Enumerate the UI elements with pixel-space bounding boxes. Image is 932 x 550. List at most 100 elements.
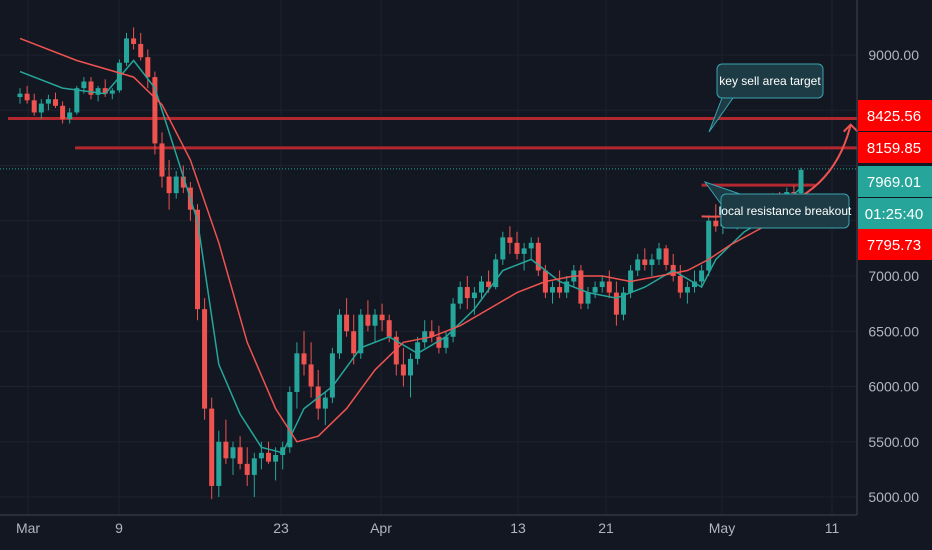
candle-body xyxy=(379,314,385,321)
moving-average-line xyxy=(19,59,802,454)
candle-body xyxy=(152,77,158,144)
price-tag xyxy=(858,229,932,260)
candle-body xyxy=(635,259,641,271)
candle-body xyxy=(692,281,697,288)
candle-body xyxy=(24,93,30,101)
candle-body xyxy=(798,169,804,194)
candle-body xyxy=(422,331,428,343)
price-axis[interactable]: 9000.008500.007000.006500.006000.005500.… xyxy=(868,47,919,505)
time-axis-label: 9 xyxy=(115,520,123,536)
candle-body xyxy=(613,292,619,315)
candle-body xyxy=(663,248,669,265)
annotation-text: local resistance breakout xyxy=(719,204,852,218)
chart-drawings: key sell area target local resistance bre… xyxy=(701,63,859,229)
annotation-box xyxy=(716,63,824,99)
candle-body xyxy=(457,287,463,304)
moving-average-line xyxy=(19,37,809,443)
candle-body xyxy=(322,397,328,409)
candle-body xyxy=(365,314,371,326)
candle-body xyxy=(266,452,271,462)
candle-body xyxy=(677,276,683,293)
candle-body xyxy=(486,281,492,288)
price-axis-label: 5500.00 xyxy=(868,434,919,450)
candle-body xyxy=(358,314,364,354)
candle-body xyxy=(372,314,378,326)
time-axis-label: Apr xyxy=(370,520,392,536)
candle-body xyxy=(216,441,222,486)
candle-body xyxy=(606,281,612,293)
candle-body xyxy=(195,209,200,310)
price-tag xyxy=(858,166,932,197)
candle-body xyxy=(60,105,66,120)
price-tag-text: 7795.73 xyxy=(867,237,921,254)
candle-body xyxy=(393,336,399,365)
candle-body xyxy=(578,270,584,304)
candle-body xyxy=(337,314,342,354)
candle-body xyxy=(521,248,527,254)
candle-body xyxy=(102,88,108,94)
candle-body xyxy=(450,303,456,337)
candle-body xyxy=(479,281,484,293)
price-tag xyxy=(858,132,932,163)
candle-body xyxy=(699,270,705,282)
time-axis-label: 11 xyxy=(825,520,840,536)
time-axis-label: May xyxy=(709,520,735,536)
time-axis[interactable]: Mar 9 23 Apr 13 21 May 11 xyxy=(16,520,840,536)
candle-body xyxy=(180,176,186,188)
candle-body xyxy=(81,81,87,89)
annotation-pointer xyxy=(708,97,734,133)
candle-body xyxy=(351,331,357,354)
price-tag-text: 8159.85 xyxy=(867,140,921,157)
time-axis-label: 13 xyxy=(510,520,526,536)
candle-body xyxy=(557,287,563,293)
price-axis-label: 6500.00 xyxy=(868,323,919,339)
candle-body xyxy=(471,292,477,299)
candle-body xyxy=(67,112,73,120)
candle-body xyxy=(564,281,570,293)
price-axis-label: 6000.00 xyxy=(868,379,919,395)
candle-body xyxy=(202,309,208,409)
candle-body xyxy=(138,43,144,58)
candle-body xyxy=(621,292,626,315)
candle-body xyxy=(31,100,37,113)
candle-body xyxy=(258,452,264,459)
candle-body xyxy=(17,93,23,97)
candle-body xyxy=(791,192,797,194)
price-tag-text: 8425.56 xyxy=(867,108,921,125)
candle-body xyxy=(88,81,94,95)
candle-body xyxy=(38,103,44,113)
candle-body xyxy=(429,331,435,337)
price-tags: 8425.56 8159.85 7969.01 01:25:40 7795.73 xyxy=(858,100,932,260)
candle-body xyxy=(294,353,300,393)
candle-body xyxy=(251,458,257,475)
time-axis-label: 23 xyxy=(273,520,289,536)
candle-body xyxy=(209,408,215,486)
candle-body xyxy=(408,358,413,376)
candle-body xyxy=(45,99,51,104)
candle-body xyxy=(329,353,335,398)
candle-body xyxy=(706,220,712,271)
candle-body xyxy=(535,242,541,271)
candle-body xyxy=(514,242,520,254)
candle-body xyxy=(244,463,250,475)
annotation-text: key sell area target xyxy=(719,74,821,88)
price-tag xyxy=(858,198,932,229)
candle-body xyxy=(159,143,165,177)
price-tag xyxy=(858,100,932,131)
candle-body xyxy=(464,287,470,299)
price-axis-label: 7000.00 xyxy=(868,268,919,284)
candle-body xyxy=(173,176,179,194)
candle-body xyxy=(301,353,307,365)
candle-body xyxy=(237,447,243,464)
candle-body xyxy=(95,88,101,95)
candle-body xyxy=(145,57,151,78)
candle-body xyxy=(528,242,534,249)
candle-body xyxy=(642,259,648,265)
candle-body xyxy=(550,287,555,293)
moving-average-lines xyxy=(19,37,809,454)
annotation-box xyxy=(720,193,850,229)
candle-body xyxy=(223,441,229,459)
candle-body xyxy=(230,447,236,459)
candle-body xyxy=(400,364,406,376)
